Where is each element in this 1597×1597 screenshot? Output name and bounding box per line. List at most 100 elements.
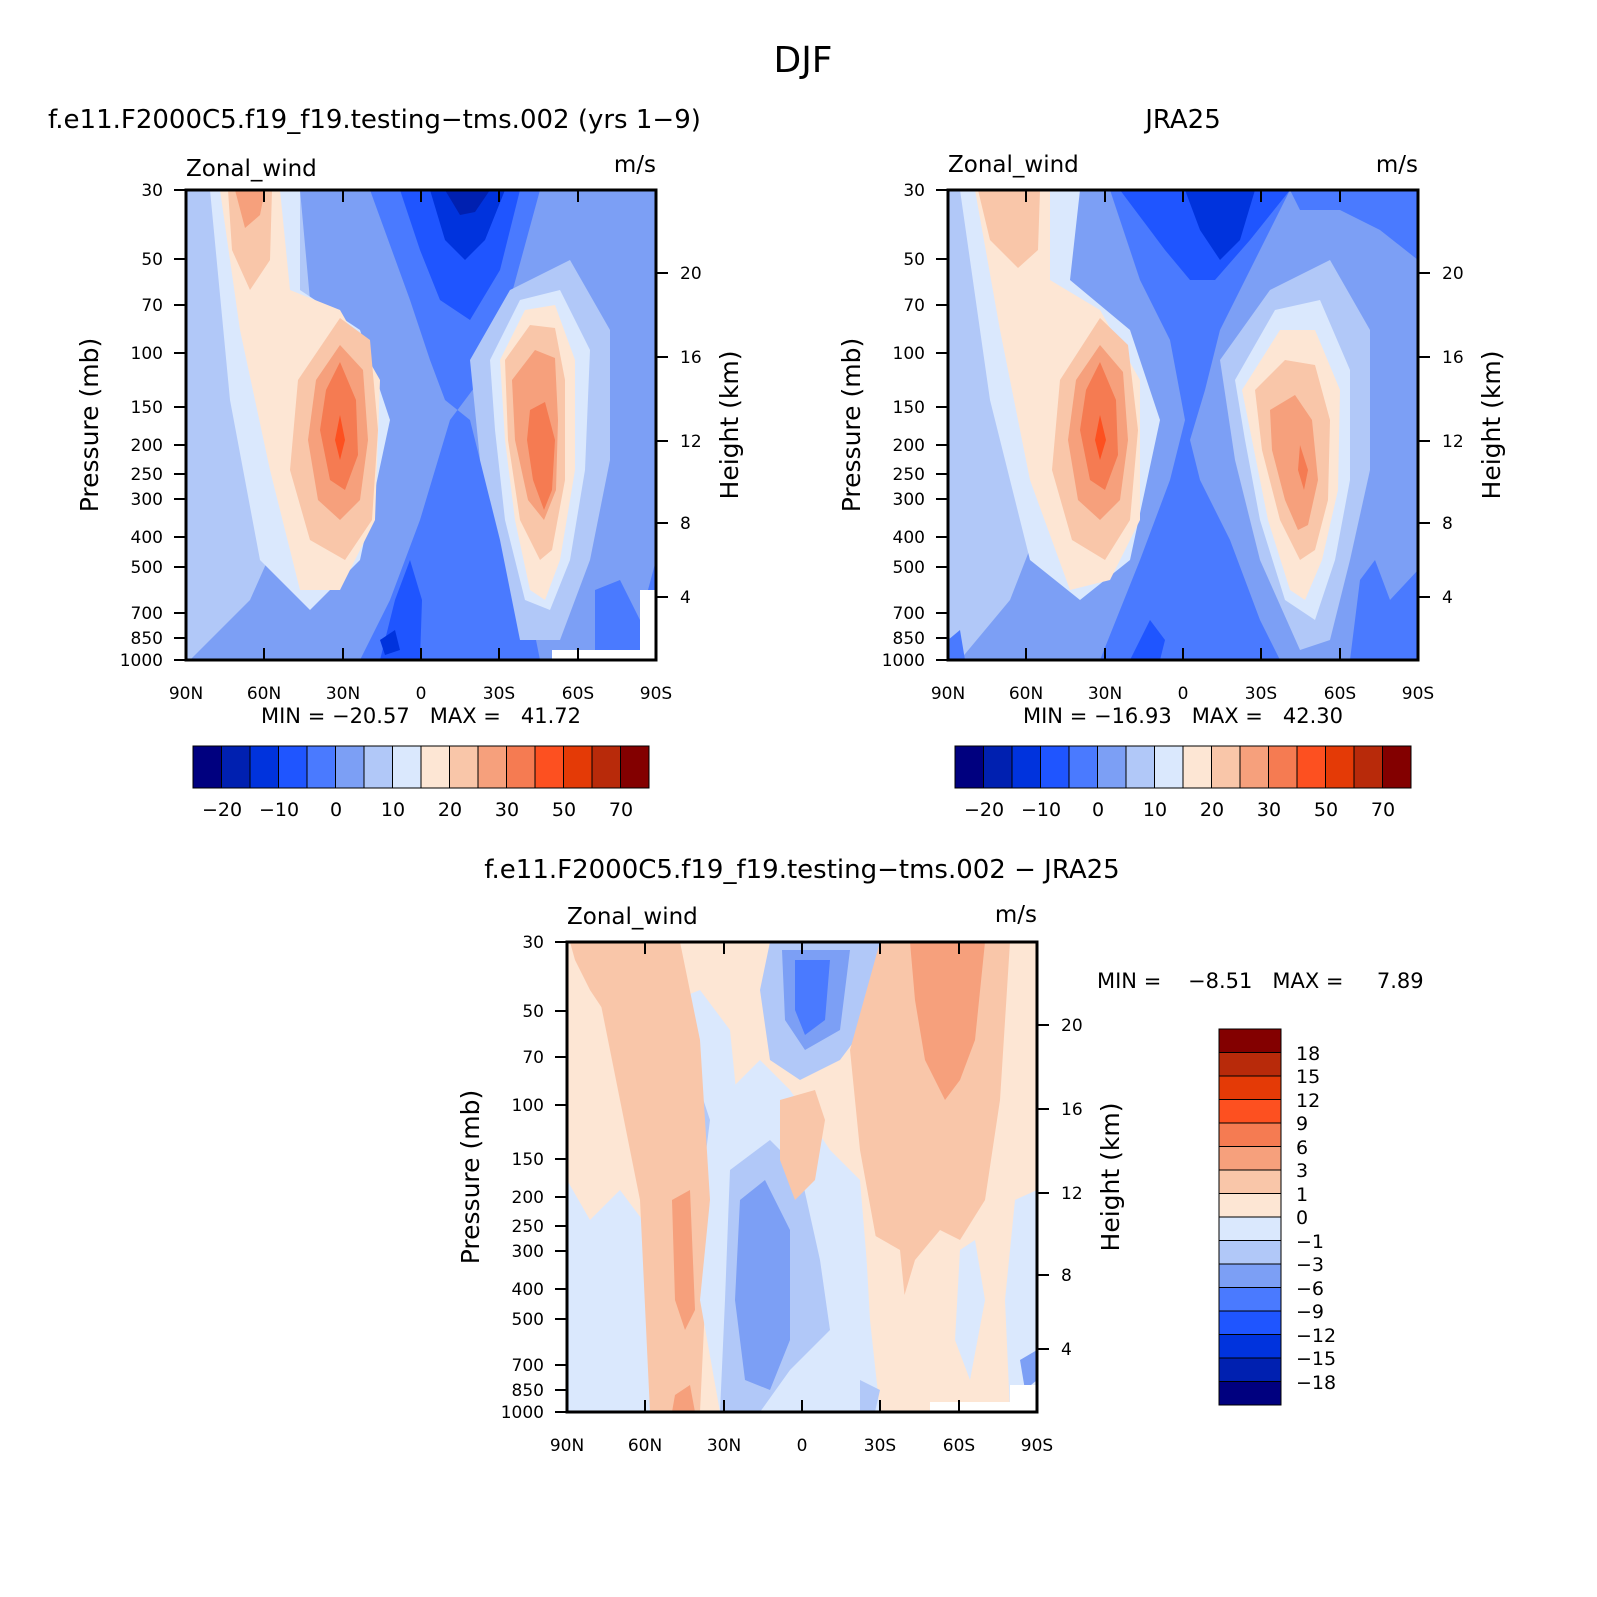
colorbar-label: 20 bbox=[1200, 799, 1224, 821]
colorbar-swatch bbox=[1154, 745, 1184, 789]
y-axis-label: Pressure (mb) bbox=[837, 338, 866, 512]
z-tick-label: 20 bbox=[1442, 264, 1464, 284]
contour-field bbox=[186, 190, 656, 660]
y-axis-pressure: 30 50 70 100 150 200 250 300 400 500 700… bbox=[120, 181, 186, 671]
colorbar-label: 18 bbox=[1296, 1043, 1320, 1065]
colorbar-swatch bbox=[620, 745, 650, 789]
colorbar bbox=[954, 745, 1412, 789]
colorbar bbox=[1218, 1028, 1282, 1406]
colorbar-label: 70 bbox=[609, 799, 633, 821]
z-tick-label: 4 bbox=[1442, 588, 1453, 608]
x-tick-label: 30S bbox=[864, 1436, 896, 1456]
x-tick-label: 30S bbox=[1245, 684, 1277, 704]
colorbar-swatch bbox=[1218, 1287, 1282, 1312]
colorbar-label: −3 bbox=[1296, 1254, 1324, 1276]
colorbar-swatch bbox=[192, 745, 222, 789]
y-tick-label: 500 bbox=[512, 1310, 544, 1330]
panel-left-label: Zonal_wind bbox=[567, 904, 698, 930]
y-tick-label: 30 bbox=[141, 181, 163, 201]
colorbar-swatch bbox=[1097, 745, 1127, 789]
panel-model: f.e11.F2000C5.f19_f19.testing−tms.002 (y… bbox=[48, 105, 744, 821]
x-tick-label: 60N bbox=[628, 1436, 662, 1456]
panel-left-label: Zonal_wind bbox=[186, 156, 317, 182]
y-tick-label: 100 bbox=[512, 1096, 544, 1116]
colorbar-label: −9 bbox=[1296, 1301, 1324, 1323]
colorbar-label: 6 bbox=[1296, 1137, 1308, 1159]
colorbar-swatch bbox=[449, 745, 479, 789]
colorbar-swatch bbox=[306, 745, 336, 789]
colorbar-swatch bbox=[1218, 1357, 1282, 1382]
colorbar-swatch bbox=[1296, 745, 1326, 789]
y-tick-label: 50 bbox=[903, 250, 925, 270]
colorbar-swatch bbox=[1218, 1216, 1282, 1241]
colorbar-label: −10 bbox=[1021, 799, 1061, 821]
x-tick-label: 30N bbox=[326, 684, 360, 704]
colorbar-swatch bbox=[1218, 1028, 1282, 1053]
colorbar-swatch bbox=[591, 745, 621, 789]
x-tick-label: 60S bbox=[562, 684, 594, 704]
y-axis-label: Pressure (mb) bbox=[456, 1090, 485, 1264]
y-tick-label: 700 bbox=[131, 604, 163, 624]
colorbar-swatch bbox=[1040, 745, 1070, 789]
min-max-label: MIN = −20.57 MAX = 41.72 bbox=[261, 704, 581, 728]
contour-field bbox=[948, 190, 1418, 660]
colorbar-label: 0 bbox=[330, 799, 342, 821]
x-tick-label: 60S bbox=[943, 1436, 975, 1456]
z-tick-label: 16 bbox=[680, 348, 702, 368]
x-tick-label: 90N bbox=[931, 684, 965, 704]
y-tick-label: 30 bbox=[522, 933, 544, 953]
y-tick-label: 300 bbox=[131, 490, 163, 510]
colorbar-label: 15 bbox=[1296, 1066, 1320, 1088]
y-tick-label: 250 bbox=[512, 1217, 544, 1237]
colorbar-swatch bbox=[1382, 745, 1412, 789]
z-tick-label: 8 bbox=[1442, 514, 1453, 534]
x-tick-label: 90S bbox=[1021, 1436, 1053, 1456]
x-axis: 90N 60N 30N 0 30S 60S 90S bbox=[550, 942, 1053, 1456]
x-tick-label: 90N bbox=[169, 684, 203, 704]
y-tick-label: 250 bbox=[893, 465, 925, 485]
colorbar-swatch bbox=[221, 745, 251, 789]
x-tick-label: 0 bbox=[416, 684, 427, 704]
y-tick-label: 300 bbox=[512, 1242, 544, 1262]
colorbar-swatch bbox=[1218, 1099, 1282, 1124]
colorbar-label: −20 bbox=[202, 799, 242, 821]
colorbar-swatch bbox=[1211, 745, 1241, 789]
colorbar-swatch bbox=[278, 745, 308, 789]
colorbar-swatch bbox=[1218, 1334, 1282, 1359]
colorbar-swatch bbox=[563, 745, 593, 789]
y-tick-label: 30 bbox=[903, 181, 925, 201]
z-tick-label: 12 bbox=[680, 432, 702, 452]
y-tick-label: 100 bbox=[893, 344, 925, 364]
y-tick-label: 500 bbox=[131, 558, 163, 578]
colorbar-label: 10 bbox=[381, 799, 405, 821]
x-axis: 90N 60N 30N 0 30S 60S 90S bbox=[931, 190, 1434, 704]
colorbar-swatch bbox=[1218, 1122, 1282, 1147]
x-axis: 90N 60N 30N 0 30S 60S 90S bbox=[169, 190, 672, 704]
colorbar-swatch bbox=[1218, 1310, 1282, 1335]
x-tick-label: 30N bbox=[707, 1436, 741, 1456]
colorbar-swatch bbox=[1218, 1381, 1282, 1406]
colorbar-swatch bbox=[1239, 745, 1269, 789]
y-tick-label: 400 bbox=[893, 528, 925, 548]
colorbar-swatch bbox=[1325, 745, 1355, 789]
x-tick-label: 30S bbox=[483, 684, 515, 704]
panel-title: f.e11.F2000C5.f19_f19.testing−tms.002 − … bbox=[484, 855, 1119, 885]
colorbar-swatch bbox=[1218, 1240, 1282, 1265]
colorbar-swatch bbox=[506, 745, 536, 789]
y-tick-label: 1000 bbox=[882, 651, 925, 671]
x-tick-label: 90S bbox=[640, 684, 672, 704]
z-tick-label: 20 bbox=[680, 264, 702, 284]
y-tick-label: 70 bbox=[903, 296, 925, 316]
colorbar-swatch bbox=[1268, 745, 1298, 789]
y-tick-label: 50 bbox=[522, 1002, 544, 1022]
colorbar-swatch bbox=[1218, 1193, 1282, 1218]
y-tick-label: 250 bbox=[131, 465, 163, 485]
figure-title: DJF bbox=[773, 40, 832, 81]
colorbar-label: 20 bbox=[438, 799, 462, 821]
y-axis-height: 20 16 12 8 4 bbox=[656, 264, 702, 608]
colorbar-swatch bbox=[477, 745, 507, 789]
z-tick-label: 4 bbox=[1061, 1340, 1072, 1360]
x-tick-label: 90N bbox=[550, 1436, 584, 1456]
x-tick-label: 30N bbox=[1088, 684, 1122, 704]
contour-field bbox=[567, 942, 1037, 1412]
